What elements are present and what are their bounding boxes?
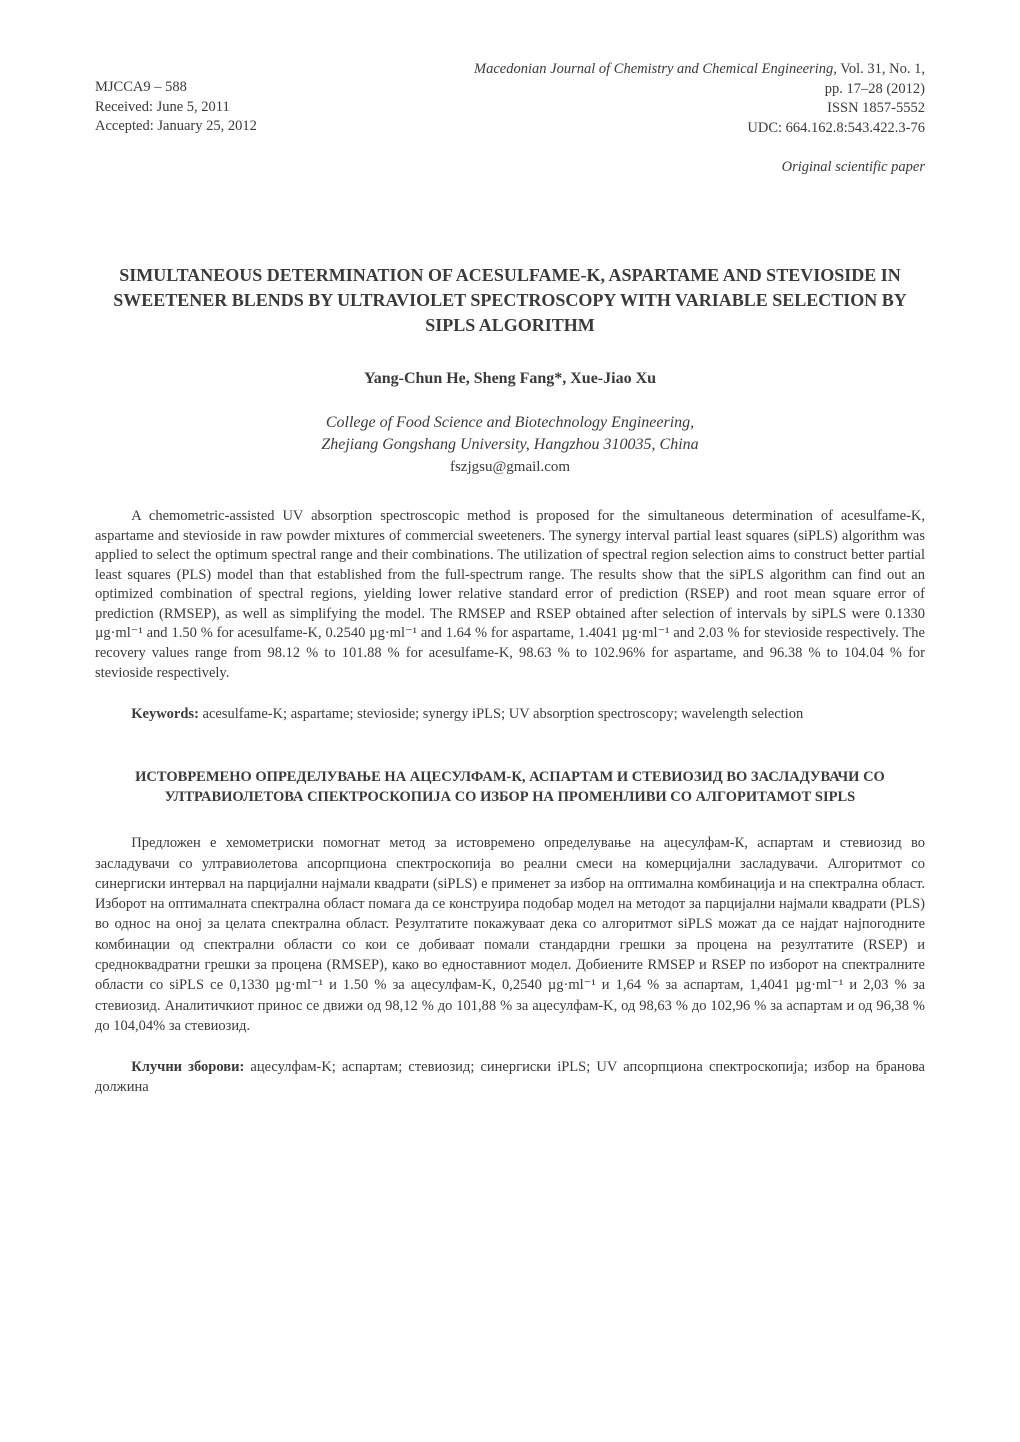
accepted-date: Accepted: January 25, 2012 [95,117,469,137]
journal-volume: Vol. 31, No. 1, pp. 17–28 (2012) [825,61,925,97]
paper-title: SIMULTANEOUS DETERMINATION OF ACESULFAME… [95,263,925,339]
keywords-english: Keywords: acesulfame-K; aspartame; stevi… [95,705,925,725]
received-date: Received: June 5, 2011 [95,98,469,118]
keywords-label-en: Keywords: [131,706,199,722]
paper-header: Macedonian Journal of Chemistry and Chem… [95,60,925,178]
mjcca-code: MJCCA9 – 588 [95,78,469,98]
affiliation-line-2: Zhejiang Gongshang University, Hangzhou … [95,434,925,456]
paper-type: Original scientific paper [469,158,926,178]
abstract-macedonian: Предложен е хемометриски помогнат метод … [95,833,925,1036]
header-right-column: Macedonian Journal of Chemistry and Chem… [469,60,926,178]
keywords-macedonian: Клучни зборови: ацесулфам-K; аспартам; с… [95,1058,925,1097]
affiliation-line-1: College of Food Science and Biotechnolog… [95,412,925,434]
abstract-english: A chemometric-assisted UV absorption spe… [95,507,925,683]
journal-line: Macedonian Journal of Chemistry and Chem… [469,60,926,99]
paper-authors: Yang-Chun He, Sheng Fang*, Xue-Jiao Xu [95,368,925,390]
paper-title-macedonian: ИСТОВРЕМЕНО ОПРЕДЕЛУВАЊЕ НА АЦЕСУЛФАМ-К,… [95,767,925,808]
header-left-column: MJCCA9 – 588 Received: June 5, 2011 Acce… [95,60,469,137]
issn: ISSN 1857-5552 [469,99,926,119]
keywords-text-en: acesulfame-K; aspartame; stevioside; syn… [199,706,803,722]
udc: UDC: 664.162.8:543.422.3-76 [469,119,926,139]
keywords-label-mk: Клучни зборови: [131,1059,244,1075]
contact-email: fszjgsu@gmail.com [95,457,925,477]
journal-name: Macedonian Journal of Chemistry and Chem… [474,61,837,77]
